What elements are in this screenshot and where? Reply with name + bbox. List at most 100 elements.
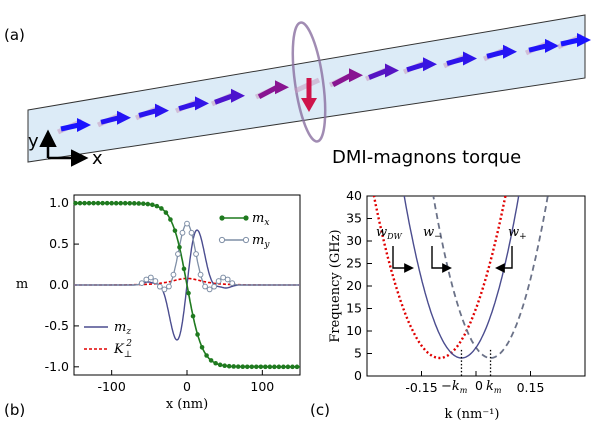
my-point <box>202 283 208 290</box>
mx-point <box>226 363 232 369</box>
wminus-label: w <box>423 225 434 240</box>
mx-point <box>86 200 92 206</box>
axis-y-label: y <box>28 131 39 152</box>
panel-a-caption: DMI-magnons torque <box>332 147 521 168</box>
spin-arrow <box>293 77 321 112</box>
legend-my: my <box>218 233 270 250</box>
spin-arrow <box>482 44 517 62</box>
panel-c-curves <box>372 196 549 376</box>
mx-point <box>95 200 101 206</box>
mx-point <box>254 364 259 370</box>
panel-c-ytick: 0 <box>354 368 362 383</box>
spin-arrow <box>174 96 209 114</box>
mx-point <box>109 200 114 206</box>
my-point <box>193 251 199 257</box>
legend-k2-label: K <box>113 342 125 357</box>
mx-point <box>258 364 264 370</box>
my-point <box>184 220 190 227</box>
spin-arrow <box>328 68 363 88</box>
my-point <box>147 274 154 281</box>
mx-point <box>231 364 237 369</box>
panel-c-label: (c) <box>310 401 330 419</box>
my-point <box>156 283 163 290</box>
mx-point <box>290 364 295 370</box>
mx-point <box>136 201 142 206</box>
mx-point <box>195 332 200 337</box>
legend-k2-sub: ⊥ <box>124 350 132 360</box>
km-pos-sub: m <box>494 386 502 395</box>
spin-arrow <box>442 51 477 69</box>
panel-b-ytick: 0.5 <box>49 236 69 251</box>
panel-c-ytick: 25 <box>346 256 362 271</box>
mx-point <box>285 364 291 370</box>
legend-mx-label: m <box>252 211 264 226</box>
my-point <box>138 280 145 287</box>
my-point <box>166 283 172 290</box>
mx-point <box>276 364 282 370</box>
mx-point <box>213 360 218 366</box>
mx-point <box>122 200 128 206</box>
spin-arrow <box>402 57 437 75</box>
mx-point <box>199 345 205 350</box>
panel-b-xtick: 100 <box>250 379 274 394</box>
legend-mz-sub: z <box>125 327 131 337</box>
panel-b-ticks: -100 0 100 1.0 0.5 0.0 -0.5 -1.0 <box>45 195 275 394</box>
spin-arrows <box>56 33 591 135</box>
svg-text:w−: w− <box>423 225 442 242</box>
mx-point <box>208 358 214 363</box>
my-point <box>211 283 218 290</box>
legend-my-sub: y <box>263 240 270 250</box>
my-point <box>175 251 181 257</box>
km-pos-label: k <box>486 379 494 394</box>
panel-b-ylabel: m <box>16 277 28 292</box>
svg-text:w+: w+ <box>508 225 527 242</box>
panel-b-xtick: 0 <box>183 379 191 394</box>
my-point <box>224 276 231 283</box>
mx-point <box>145 201 151 207</box>
panel-b-xlabel: x (nm) <box>166 397 208 412</box>
legend-k2: K⊥2 <box>84 339 132 360</box>
svg-text:my: my <box>252 233 270 250</box>
legend-mx-sub: x <box>264 218 269 228</box>
my-point <box>197 271 204 278</box>
svg-text:−km: −km <box>441 379 468 395</box>
mx-point <box>181 266 187 272</box>
panel-c-ylabel: Frequency (GHz) <box>328 229 343 342</box>
panel-c-ytick: 10 <box>346 323 362 338</box>
mx-point <box>186 290 191 296</box>
mx-point <box>82 200 87 206</box>
panel-c-ytick: 15 <box>346 301 362 316</box>
mx-point <box>118 200 124 206</box>
legend-k2-sup: 2 <box>125 339 132 349</box>
axis-x-label: x <box>92 148 103 169</box>
mx-point <box>113 200 119 206</box>
spin-arrow <box>556 33 591 50</box>
spin-arrow <box>96 110 131 128</box>
legend-mz: mz <box>84 320 131 337</box>
panel-b: (b) -100 0 100 1.0 0.5 0.0 -0.5 -1.0 x (nm) m m… <box>4 194 301 419</box>
mx-point <box>267 364 273 370</box>
mx-point <box>249 364 255 370</box>
svg-text:wDW: wDW <box>376 225 403 241</box>
series-wdw <box>372 196 507 360</box>
mx-point <box>294 364 300 370</box>
panel-b-ytick: 1.0 <box>49 195 69 210</box>
branch-label-wdw: wDW <box>376 225 414 273</box>
wplus-sub: + <box>519 232 527 242</box>
panel-b-curves <box>73 200 300 370</box>
mx-point <box>131 201 137 206</box>
panel-b-xtick: -100 <box>97 379 125 394</box>
mx-point <box>204 353 209 358</box>
branch-label-wplus: w+ <box>495 225 527 273</box>
mx-point <box>73 200 78 206</box>
coordinate-axes: y x <box>28 129 103 169</box>
mx-point <box>100 200 105 206</box>
panel-c-ytick: 5 <box>354 346 362 361</box>
series-wplus <box>432 196 549 359</box>
my-point <box>206 286 213 293</box>
panel-b-ytick: 0.0 <box>49 277 69 292</box>
mx-point <box>168 217 173 222</box>
panel-c-xtick: 0 <box>475 378 483 393</box>
legend-mx: mx <box>219 211 269 228</box>
